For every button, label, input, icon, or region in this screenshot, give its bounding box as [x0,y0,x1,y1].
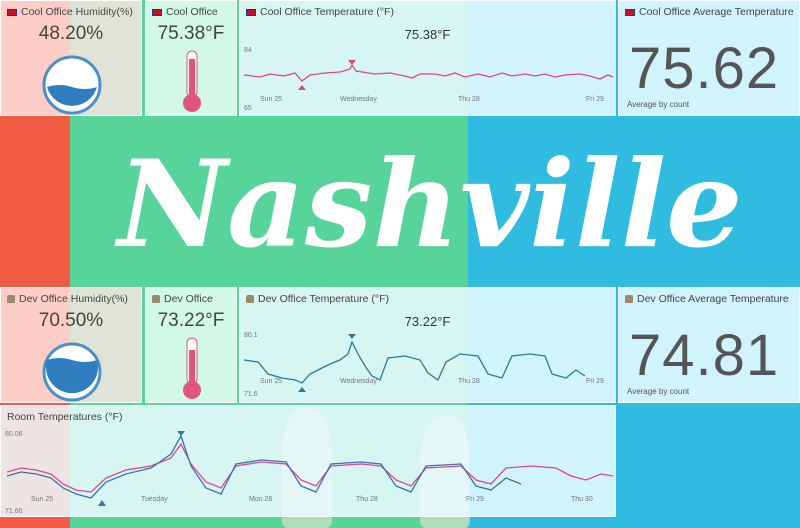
chart-current-value: 75.38°F [404,27,451,42]
humidity-value: 48.20% [38,23,104,44]
water-gauge [42,342,102,402]
widget-title-text: Dev Office Average Temperature [637,293,789,305]
thermometer-icon [183,337,201,399]
widget-title: Cool Office [152,6,218,18]
uk-flag-icon [246,8,256,16]
max-marker [177,431,185,436]
widget-title: Dev Office Humidity(%) [7,293,128,305]
widget-title-text: Cool Office Average Temperature [639,6,794,18]
mural-script-word: Nashville [113,134,742,275]
temperature-value: 73.22°F [157,310,225,331]
y-axis-min: 71.60 [5,508,23,515]
water-gauge [42,55,102,115]
x-tick: Wednesday [340,378,377,385]
uk-flag-icon [152,8,162,16]
x-tick: Sun 25 [260,96,283,103]
x-tick: Tuesday [141,496,168,503]
x-tick: Thu 28 [458,96,480,103]
uk-flag-icon [7,8,17,16]
cool-temperature-chart-widget[interactable]: Cool Office Temperature (°F) 75.38°F 84 … [239,0,616,116]
widget-title: Dev Office Average Temperature [625,293,789,305]
y-axis-min: 71.6 [244,391,258,398]
widget-title-text: Room Temperatures (°F) [7,411,123,423]
dev-office-series [6,434,522,499]
temperature-value: 75.38°F [157,23,225,44]
thermometer-icon [183,50,201,112]
uk-flag-icon [625,8,635,16]
dev-temperature-line-chart [243,334,586,392]
mural-text: Nashville [113,134,742,275]
room-temperatures-chart-widget[interactable]: Room Temperatures (°F) 80.06 71.60 Sun 2… [0,405,616,517]
office-icon [625,295,633,303]
min-marker [298,387,306,392]
widget-title: Dev Office Temperature (°F) [246,293,389,305]
cool-office-series [6,442,614,493]
x-tick: Fri 29 [586,96,604,103]
y-axis-min: 65 [244,105,252,112]
x-tick: Thu 28 [458,378,480,385]
dev-thermometer-widget[interactable]: Dev Office 73.22°F [145,287,237,403]
widget-title-text: Cool Office Temperature (°F) [260,6,394,18]
dev-temperature-chart-widget[interactable]: Dev Office Temperature (°F) 73.22°F 80.1… [239,287,616,403]
widget-title-text: Cool Office Humidity(%) [21,6,133,18]
x-tick: Fri 29 [466,496,484,503]
widget-title-text: Dev Office Humidity(%) [19,293,128,305]
dev-humidity-widget[interactable]: Dev Office Humidity(%) 70.50% [0,287,142,403]
widget-title-text: Dev Office [164,293,213,305]
chart-current-value: 73.22°F [404,314,451,329]
widget-title-text: Cool Office [166,6,218,18]
office-icon [246,295,254,303]
widget-title: Cool Office Humidity(%) [7,6,133,18]
x-tick: Mon 26 [249,496,273,503]
x-tick: Fri 29 [586,378,604,385]
average-value: 74.81 [629,323,780,388]
office-icon [152,295,160,303]
y-axis-max: 84 [244,47,252,54]
x-tick: Sun 25 [31,496,54,503]
min-marker [98,500,106,506]
max-marker [348,334,356,339]
average-value: 75.62 [629,36,780,101]
widget-title: Room Temperatures (°F) [7,411,122,423]
average-subtitle: Average by count [627,387,690,396]
cool-temperature-line [243,63,614,82]
average-subtitle: Average by count [627,100,690,109]
max-marker [348,60,356,65]
x-tick: Thu 30 [571,496,593,503]
humidity-value: 70.50% [38,310,104,331]
x-tick: Wednesday [340,96,377,103]
widget-title: Cool Office Temperature (°F) [246,6,394,18]
gauge-water [45,358,99,394]
gauge-water [47,85,97,106]
cool-temperature-line-chart [243,60,614,90]
cool-thermometer-widget[interactable]: Cool Office 75.38°F [145,0,237,116]
y-axis-max: 80.06 [5,431,23,438]
dev-temperature-line [243,340,586,384]
widget-title: Dev Office [152,293,213,305]
cool-average-widget[interactable]: Cool Office Average Temperature 75.62 Av… [618,0,800,116]
x-tick: Sun 25 [260,378,283,385]
dev-average-widget[interactable]: Dev Office Average Temperature 74.81 Ave… [618,287,800,403]
min-marker [298,85,306,90]
y-axis-max: 80.1 [244,332,258,339]
room-temperatures-line-chart [6,431,614,506]
widget-title: Cool Office Average Temperature [625,6,794,18]
office-icon [7,295,15,303]
widget-title-text: Dev Office Temperature (°F) [258,293,390,305]
x-tick: Thu 28 [356,496,378,503]
cool-humidity-widget[interactable]: Cool Office Humidity(%) 48.20% [0,0,142,116]
